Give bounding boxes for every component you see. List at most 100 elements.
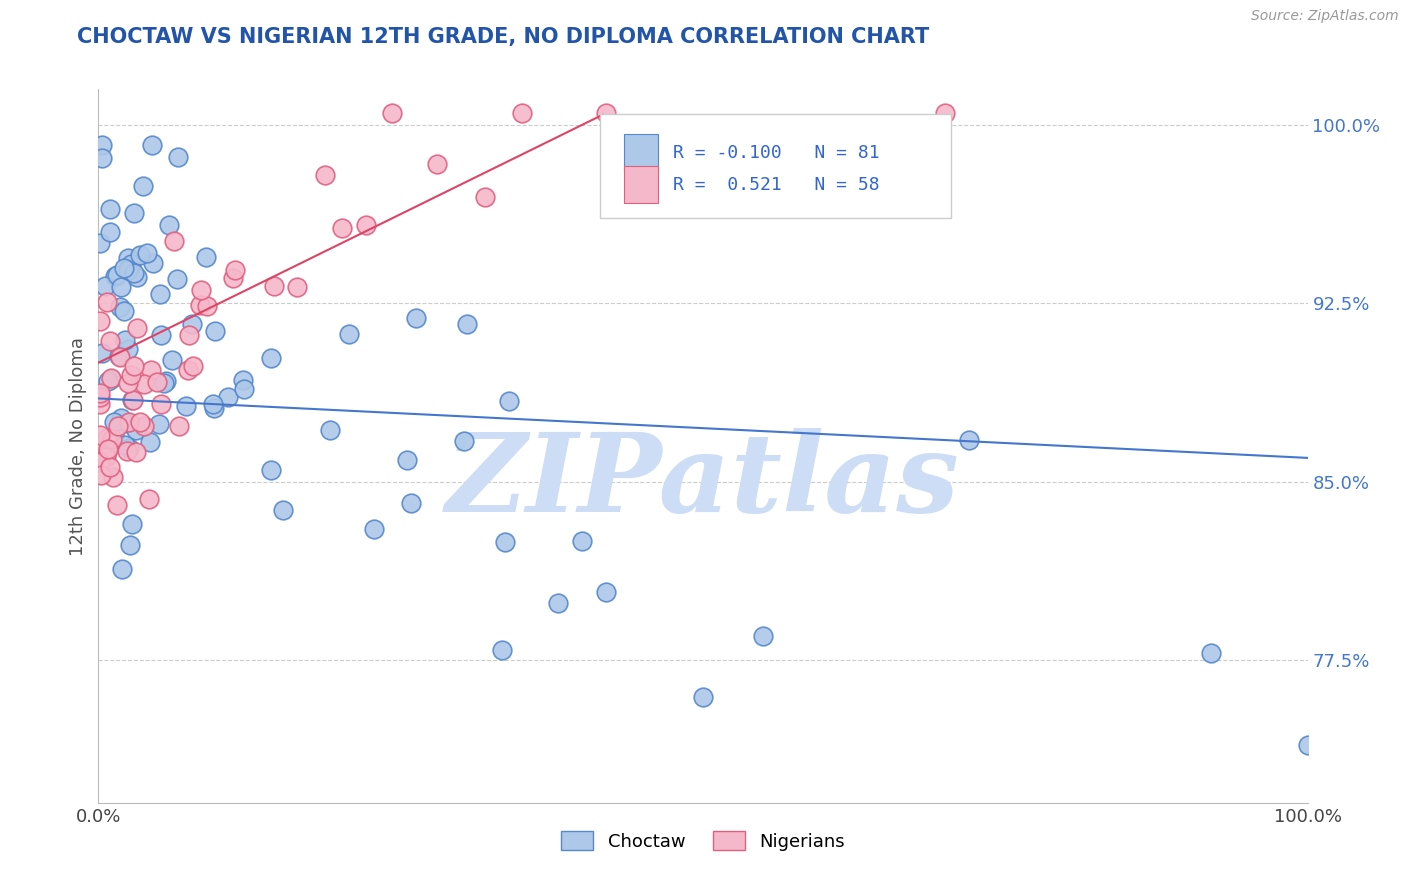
Point xyxy=(136,245,159,260)
Point xyxy=(98,334,121,348)
Point xyxy=(110,279,132,293)
Point xyxy=(149,287,172,301)
Point xyxy=(97,442,120,456)
Point xyxy=(117,342,139,356)
Point xyxy=(260,463,283,477)
Point xyxy=(401,496,423,510)
Legend: Choctaw, Nigerians: Choctaw, Nigerians xyxy=(554,824,852,858)
Point xyxy=(1199,647,1222,661)
Point xyxy=(222,270,245,285)
Point xyxy=(90,468,112,483)
Point xyxy=(495,534,517,549)
Point xyxy=(160,353,183,368)
Point xyxy=(97,374,120,388)
Point xyxy=(139,363,162,377)
Point xyxy=(139,434,162,449)
Point xyxy=(128,248,150,262)
Point xyxy=(125,423,148,437)
Point xyxy=(456,318,478,332)
Point xyxy=(177,327,200,342)
Y-axis label: 12th Grade, No Diploma: 12th Grade, No Diploma xyxy=(69,336,87,556)
Point xyxy=(330,221,353,235)
Point xyxy=(110,562,132,576)
Point xyxy=(127,321,149,335)
Point xyxy=(146,375,169,389)
Point xyxy=(100,371,122,385)
Point xyxy=(94,279,117,293)
Point xyxy=(474,190,496,204)
Point xyxy=(117,251,139,265)
Point xyxy=(89,397,111,411)
Point xyxy=(94,450,117,464)
Point xyxy=(100,371,122,385)
FancyBboxPatch shape xyxy=(624,166,658,203)
Point xyxy=(337,327,360,342)
Point xyxy=(224,262,246,277)
Point xyxy=(104,269,127,284)
Point xyxy=(233,382,256,396)
Point xyxy=(752,629,775,643)
Point xyxy=(285,280,308,294)
Point xyxy=(98,202,121,216)
Point xyxy=(181,318,204,332)
Point xyxy=(204,401,226,415)
Point xyxy=(105,268,128,282)
Point xyxy=(120,257,142,271)
Point xyxy=(132,179,155,194)
FancyBboxPatch shape xyxy=(600,114,950,218)
Point xyxy=(314,169,336,183)
Point xyxy=(381,106,404,120)
Point xyxy=(1296,738,1319,752)
Point xyxy=(112,303,135,318)
Point xyxy=(169,419,191,434)
Point xyxy=(141,137,163,152)
Point xyxy=(105,498,128,512)
Point xyxy=(405,311,427,326)
Point xyxy=(108,349,131,363)
Point xyxy=(163,234,186,248)
Point xyxy=(96,295,118,310)
Text: Source: ZipAtlas.com: Source: ZipAtlas.com xyxy=(1251,9,1399,23)
Point xyxy=(112,260,135,275)
Point xyxy=(117,376,139,390)
Point xyxy=(692,690,714,704)
Point xyxy=(125,445,148,459)
Point xyxy=(89,386,111,401)
Point xyxy=(132,376,155,391)
Point xyxy=(595,106,617,120)
Point xyxy=(395,452,418,467)
Point xyxy=(260,351,283,366)
Text: CHOCTAW VS NIGERIAN 12TH GRADE, NO DIPLOMA CORRELATION CHART: CHOCTAW VS NIGERIAN 12TH GRADE, NO DIPLO… xyxy=(77,27,929,46)
Point xyxy=(121,517,143,532)
Point xyxy=(90,151,112,165)
Point xyxy=(122,206,145,220)
Point xyxy=(453,434,475,448)
Point xyxy=(114,438,136,452)
Point xyxy=(595,585,617,599)
Point xyxy=(121,392,143,407)
Point xyxy=(142,256,165,270)
Point xyxy=(195,299,218,313)
Point xyxy=(166,271,188,285)
Point xyxy=(425,157,447,171)
Point xyxy=(118,538,141,552)
Point xyxy=(138,491,160,506)
Point xyxy=(149,328,172,343)
Point xyxy=(263,278,285,293)
Text: ZIPatlas: ZIPatlas xyxy=(446,428,960,535)
Point xyxy=(120,368,142,382)
Point xyxy=(89,455,111,469)
Point xyxy=(363,522,385,536)
Point xyxy=(115,444,138,458)
Point xyxy=(319,423,342,437)
Point xyxy=(108,350,131,364)
Point xyxy=(167,150,190,164)
Point xyxy=(957,434,980,448)
Point xyxy=(96,444,118,458)
Point xyxy=(152,376,174,390)
Point xyxy=(114,333,136,347)
Point xyxy=(204,324,226,338)
Text: R =  0.521   N = 58: R = 0.521 N = 58 xyxy=(673,176,879,194)
Point xyxy=(190,298,212,312)
Point xyxy=(571,534,593,549)
